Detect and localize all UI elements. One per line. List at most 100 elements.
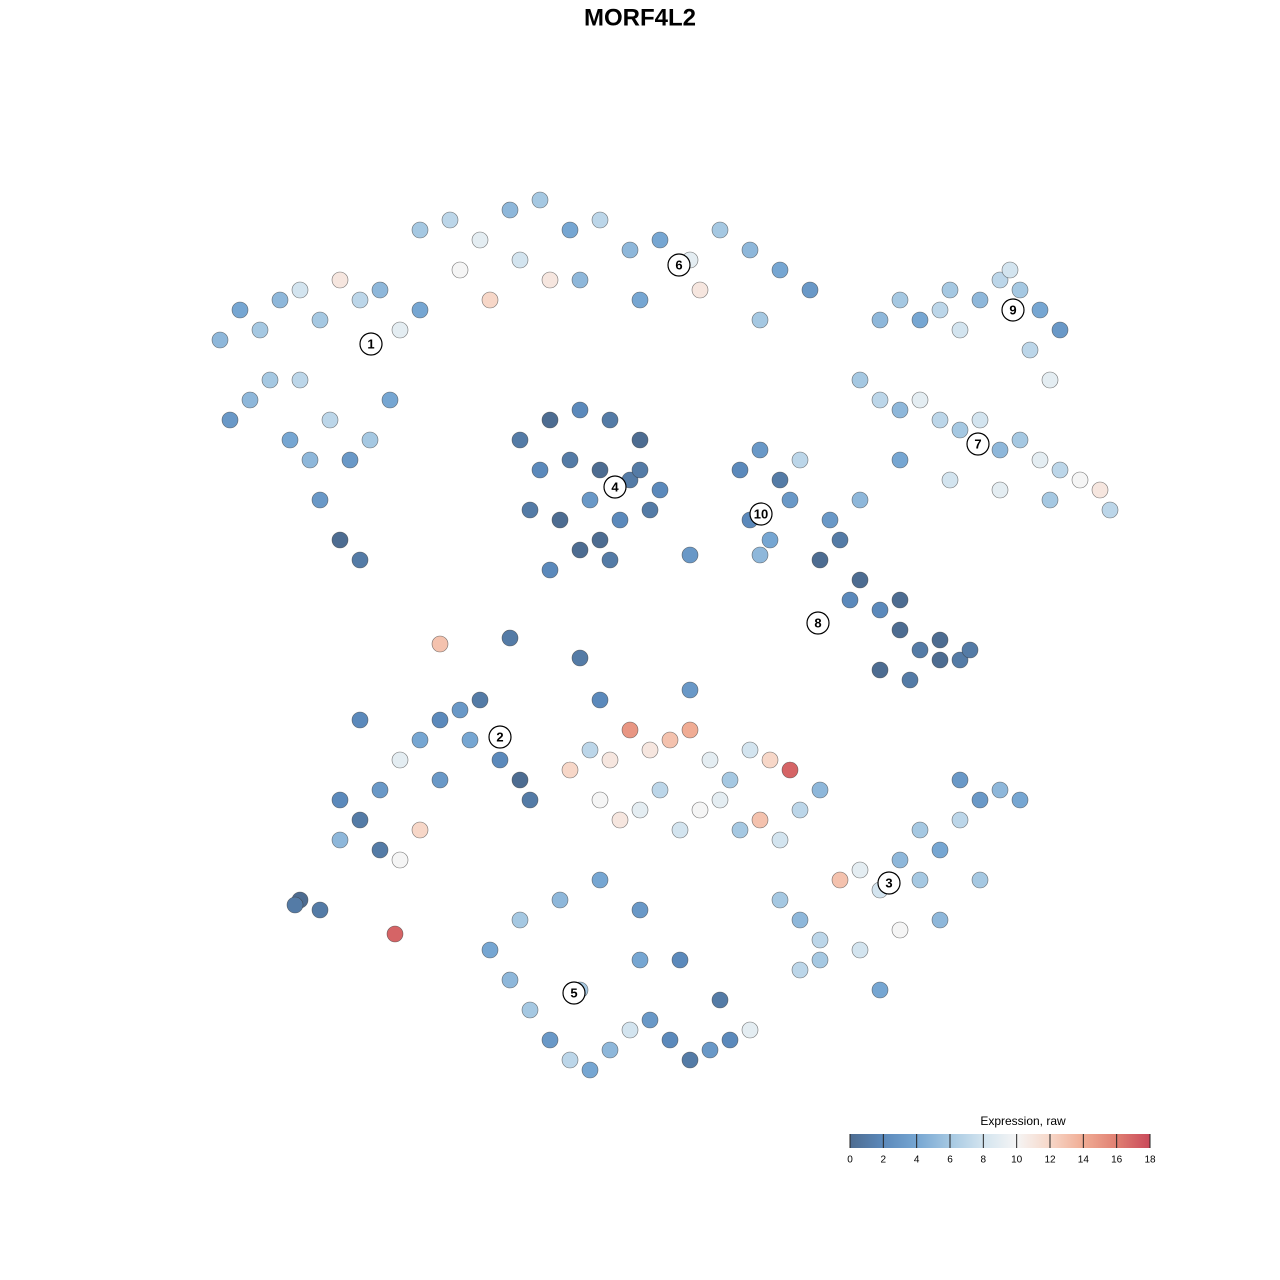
point [651, 231, 669, 249]
point [541, 411, 559, 429]
point [571, 401, 589, 419]
point [371, 781, 389, 799]
point [1041, 371, 1059, 389]
point [1011, 281, 1029, 299]
point [941, 281, 959, 299]
point [761, 751, 779, 769]
point [521, 501, 539, 519]
colorbar-tick-label: 0 [847, 1155, 853, 1166]
cluster-badge [667, 253, 691, 277]
point [531, 461, 549, 479]
point [351, 811, 369, 829]
point [961, 641, 979, 659]
point [681, 721, 699, 739]
point [491, 751, 509, 769]
point [391, 851, 409, 869]
point [211, 331, 229, 349]
point [581, 1061, 599, 1079]
point [931, 911, 949, 929]
point [931, 301, 949, 319]
point [331, 831, 349, 849]
point [511, 431, 529, 449]
cluster-label: 7 [974, 436, 981, 451]
point [931, 631, 949, 649]
point [791, 801, 809, 819]
point [911, 311, 929, 329]
point [571, 649, 589, 667]
point [631, 901, 649, 919]
point [451, 261, 469, 279]
point [501, 201, 519, 219]
point [641, 501, 659, 519]
point [911, 391, 929, 409]
point [671, 821, 689, 839]
cluster-badge [562, 981, 586, 1005]
point [831, 871, 849, 889]
point [561, 221, 579, 239]
point [721, 771, 739, 789]
point [1031, 301, 1049, 319]
cluster-label: 2 [496, 729, 503, 744]
point [751, 441, 769, 459]
point [661, 1031, 679, 1049]
point [791, 961, 809, 979]
point [311, 901, 329, 919]
point [391, 321, 409, 339]
point [561, 1051, 579, 1069]
point [591, 791, 609, 809]
point [386, 925, 404, 943]
cluster-badge [488, 725, 512, 749]
point [231, 301, 249, 319]
point [521, 1001, 539, 1019]
point [601, 551, 619, 569]
cluster-label: 3 [885, 875, 892, 890]
point [1051, 461, 1069, 479]
point [591, 211, 609, 229]
point [411, 821, 429, 839]
point [441, 211, 459, 229]
point [461, 731, 479, 749]
point [741, 741, 759, 759]
point [551, 891, 569, 909]
point [661, 731, 679, 749]
point [791, 451, 809, 469]
point [681, 681, 699, 699]
cluster-label: 9 [1009, 302, 1016, 317]
point [1021, 341, 1039, 359]
point [941, 471, 959, 489]
point [591, 461, 609, 479]
point [286, 896, 304, 914]
point [631, 801, 649, 819]
point [901, 671, 919, 689]
point [351, 551, 369, 569]
colorbar-tick-label: 18 [1144, 1155, 1156, 1166]
point [971, 791, 989, 809]
point [681, 546, 699, 564]
cluster-badge [359, 332, 383, 356]
point [411, 731, 429, 749]
point [511, 771, 529, 789]
point [721, 1031, 739, 1049]
point [931, 411, 949, 429]
point [891, 621, 909, 639]
point [951, 421, 969, 439]
point [911, 821, 929, 839]
point [591, 691, 609, 709]
point [811, 931, 829, 949]
point [951, 651, 969, 669]
point [391, 751, 409, 769]
point [951, 771, 969, 789]
point [1041, 491, 1059, 509]
colorbar-tick-label: 10 [1011, 1155, 1023, 1166]
point [561, 451, 579, 469]
point [431, 711, 449, 729]
point [641, 741, 659, 759]
point [701, 751, 719, 769]
point [1011, 431, 1029, 449]
point [691, 801, 709, 819]
point [591, 871, 609, 889]
cluster-label: 10 [754, 506, 768, 521]
point [621, 1021, 639, 1039]
point [481, 941, 499, 959]
